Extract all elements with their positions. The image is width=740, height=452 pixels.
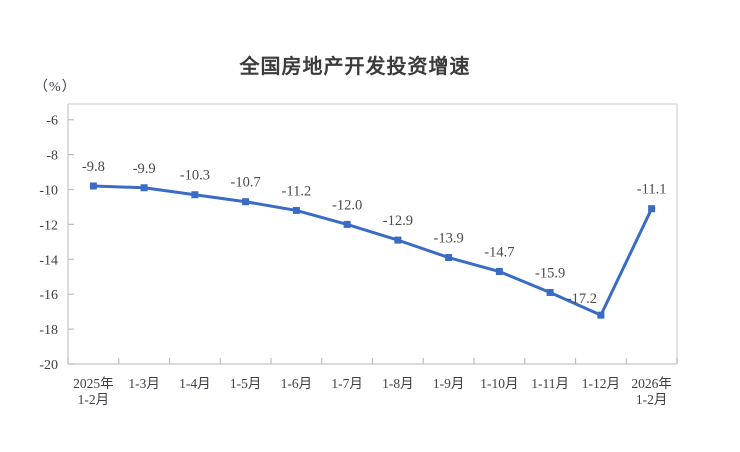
data-point-marker <box>546 288 554 296</box>
y-tick-label: -18 <box>39 323 58 338</box>
x-tick-label: 1-4月 <box>179 376 211 391</box>
x-tick-label: 1-12月 <box>582 376 620 391</box>
data-point-label: -15.9 <box>535 265 565 281</box>
data-point-marker <box>648 205 656 213</box>
data-point-label: -14.7 <box>484 245 514 261</box>
data-point-label: -12.0 <box>332 197 362 213</box>
data-point-label: -9.9 <box>133 161 156 177</box>
data-point-marker <box>191 191 199 199</box>
data-point-marker <box>445 254 453 262</box>
data-point-marker <box>597 311 605 319</box>
x-tick-label: 1-10月 <box>480 376 518 391</box>
x-tick-label: 1-8月 <box>382 376 414 391</box>
data-point-label: -13.9 <box>434 231 464 247</box>
y-tick-label: -8 <box>46 149 58 164</box>
data-point-label: -9.8 <box>82 159 105 175</box>
x-tick-label: 1-6月 <box>281 376 313 391</box>
y-tick-label: -20 <box>39 358 58 373</box>
x-tick-label: 1-2月 <box>78 392 110 407</box>
data-point-label: -10.7 <box>231 175 261 191</box>
data-point-marker <box>394 236 402 244</box>
y-tick-label: -10 <box>39 184 58 199</box>
x-tick-label: 2026年 <box>631 376 672 391</box>
chart-title: 全国房地产开发投资增速 <box>239 56 471 78</box>
x-tick-label: 1-11月 <box>531 376 569 391</box>
y-tick-label: -14 <box>39 253 58 268</box>
data-point-marker <box>343 220 351 228</box>
data-point-marker <box>292 206 300 214</box>
data-point-label: -12.9 <box>383 213 413 229</box>
x-tick-label: 1-7月 <box>331 376 363 391</box>
x-tick-label: 2025年 <box>73 376 114 391</box>
data-point-label: -10.3 <box>180 168 210 184</box>
data-point-label: -11.2 <box>282 183 312 199</box>
data-point-marker <box>89 182 97 190</box>
x-tick-label: 1-3月 <box>128 376 160 391</box>
y-axis-unit-label: （%） <box>34 80 77 95</box>
data-point-label: -17.2 <box>567 291 597 307</box>
data-point-label: -11.1 <box>637 182 667 198</box>
x-tick-label: 1-5月 <box>230 376 262 391</box>
y-tick-label: -6 <box>46 114 58 129</box>
x-tick-label: 1-2月 <box>636 392 668 407</box>
data-point-marker <box>495 268 503 276</box>
y-tick-label: -12 <box>39 218 58 233</box>
x-tick-label: 1-9月 <box>433 376 465 391</box>
data-point-marker <box>242 198 250 206</box>
data-point-marker <box>140 184 148 192</box>
y-tick-label: -16 <box>39 288 58 303</box>
line-series <box>91 184 654 317</box>
